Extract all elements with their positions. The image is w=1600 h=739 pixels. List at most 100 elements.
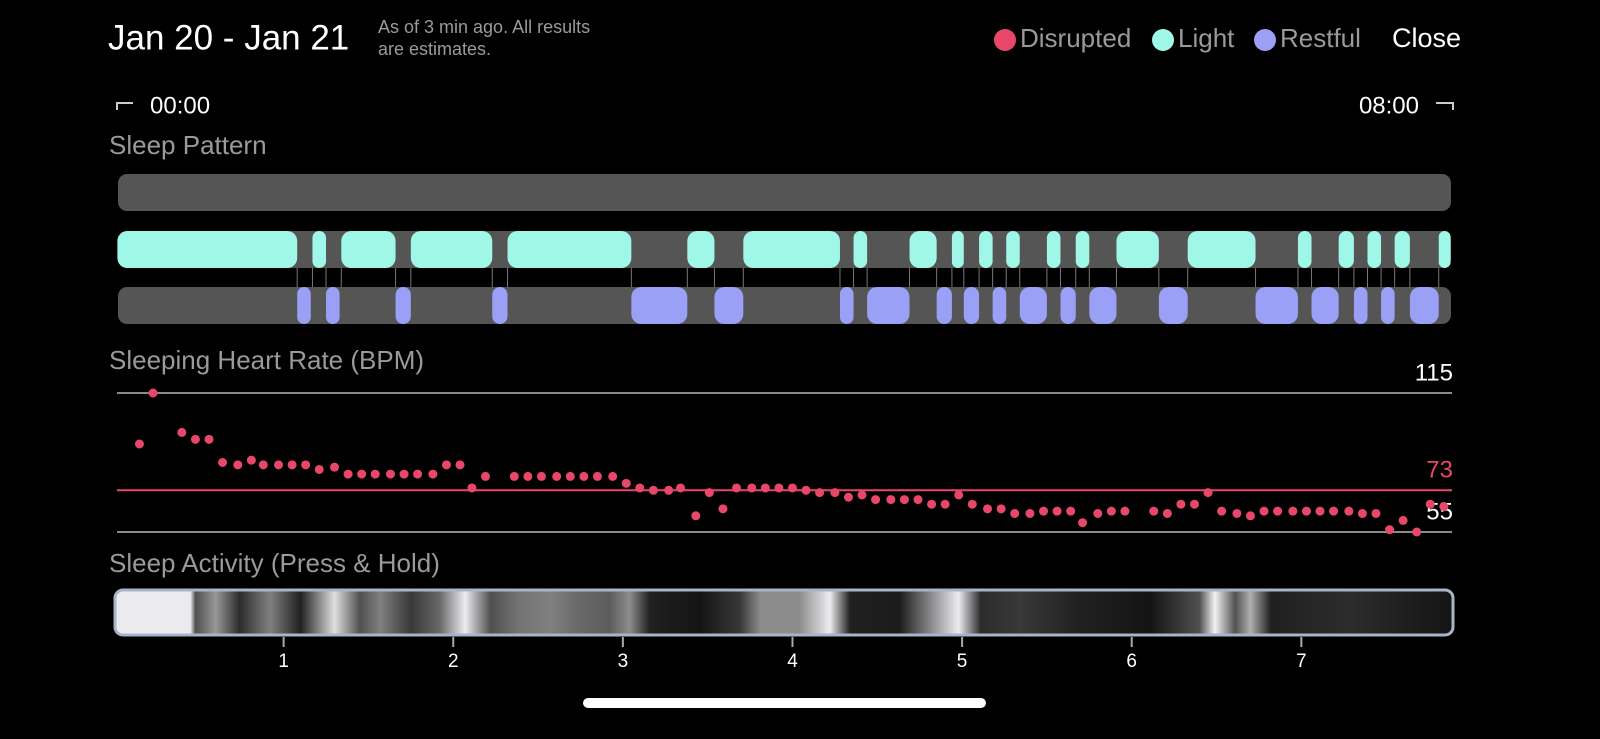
heart-rate-dot [1232, 508, 1242, 518]
heart-rate-dot [1357, 508, 1367, 518]
heart-rate-dot [480, 471, 490, 481]
light-segment [410, 231, 493, 268]
restful-segment [936, 287, 952, 324]
heart-rate-dot [218, 458, 228, 467]
x-tick-label: 3 [618, 651, 629, 672]
heart-rate-dot [467, 483, 477, 493]
heart-rate-dot [1149, 506, 1159, 516]
heart-rate-dot [1176, 499, 1186, 509]
light-segment [117, 231, 298, 268]
heart-rate-dot [732, 483, 742, 493]
x-tick-label: 5 [957, 651, 968, 672]
heart-rate-dot [455, 460, 465, 470]
heart-rate-dot [399, 469, 409, 479]
y-tick-label: 115 [1415, 359, 1453, 386]
heart-rate-dot [787, 483, 797, 493]
restful-segment [395, 287, 411, 324]
range-start: 00:00 [150, 92, 210, 119]
heart-rate-dot [1203, 488, 1213, 498]
heart-rate-dot [967, 499, 977, 509]
heart-rate-dot [579, 471, 589, 481]
heart-rate-dot [204, 434, 214, 444]
heart-rate-dot [1273, 506, 1283, 516]
heart-rate-dot [913, 495, 923, 505]
heart-rate-dot [190, 434, 200, 444]
heart-rate-dot [1344, 506, 1354, 516]
light-segment [1116, 231, 1159, 268]
light-segment [1338, 231, 1354, 268]
restful-segment [963, 287, 980, 324]
restful-segment [1381, 287, 1395, 324]
heart-rate-dot [648, 485, 658, 495]
heart-rate-dot [413, 469, 423, 479]
heart-rate-dot [301, 460, 311, 470]
restful-segment [714, 287, 744, 324]
heart-rate-dot [509, 471, 519, 481]
activity-bar [113, 588, 1455, 637]
light-segment [687, 231, 715, 268]
legend-label: Light [1178, 23, 1235, 53]
light-segment [1438, 231, 1451, 268]
section-title: Sleeping Heart Rate (BPM) [109, 345, 424, 375]
restful-segment [867, 287, 910, 324]
heart-rate-dot [134, 439, 144, 449]
heart-rate-dot [608, 471, 618, 481]
restful-segment [1158, 287, 1188, 324]
heart-rate-dot [565, 471, 575, 481]
heart-rate-dot [370, 469, 380, 479]
heart-rate-dot [1288, 506, 1298, 516]
close-button[interactable]: Close [1392, 23, 1461, 53]
heart-rate-dot [1259, 506, 1269, 516]
legend-dot [994, 29, 1016, 51]
heart-rate-dot [621, 478, 631, 488]
light-segment [1006, 231, 1020, 268]
restful-segment [1409, 287, 1439, 324]
heart-rate-dot [287, 460, 297, 470]
heart-rate-dot [1189, 499, 1199, 509]
range-bracket [1436, 102, 1454, 110]
heart-rate-dot [441, 460, 451, 470]
restful-segment [631, 287, 688, 324]
legend-dot [1152, 29, 1174, 51]
x-tick-label: 2 [448, 651, 459, 672]
heart-rate-dot [385, 469, 395, 479]
heart-rate-dot [774, 483, 784, 493]
heart-rate-dot [1425, 499, 1435, 509]
restful-segment [1089, 287, 1117, 324]
heart-rate-dot [899, 495, 909, 505]
light-segment [743, 231, 840, 268]
restful-segment [1353, 287, 1368, 324]
heart-rate-dot [1439, 502, 1449, 512]
section-title: Sleep Pattern [109, 130, 267, 160]
average-label: 73 [1426, 457, 1453, 484]
heart-rate-dot [830, 488, 840, 498]
restful-segment [992, 287, 1007, 324]
heart-rate-dot [343, 469, 353, 479]
title: Jan 20 - Jan 21 [108, 18, 349, 57]
heart-rate-dot [718, 504, 728, 514]
heart-rate-dot [940, 499, 950, 509]
heart-rate-dot [274, 460, 284, 470]
subtitle: As of 3 min ago. All results [378, 17, 590, 37]
light-segment [909, 231, 937, 268]
heart-rate-dot [760, 483, 770, 493]
light-segment [1367, 231, 1382, 268]
heart-rate-dot [1010, 508, 1020, 518]
heart-rate-dot [1162, 508, 1172, 518]
x-tick-label: 1 [278, 651, 289, 672]
heart-rate-dot [1398, 515, 1408, 525]
heart-rate-dot [801, 485, 811, 495]
heart-rate-dot [428, 469, 438, 479]
heart-rate-dot [691, 511, 701, 521]
light-segment [341, 231, 396, 268]
heart-rate-dot [704, 488, 714, 498]
x-tick-label: 4 [787, 651, 798, 672]
heart-rate-dot [177, 427, 187, 437]
restful-segment [326, 287, 340, 324]
heart-rate-dot [1371, 508, 1381, 518]
heart-rate-dot [1066, 506, 1076, 516]
heart-rate-dot [871, 495, 881, 505]
subtitle: are estimates. [378, 39, 491, 59]
heart-rate-dot [1315, 506, 1325, 516]
restful-segment [1311, 287, 1339, 324]
